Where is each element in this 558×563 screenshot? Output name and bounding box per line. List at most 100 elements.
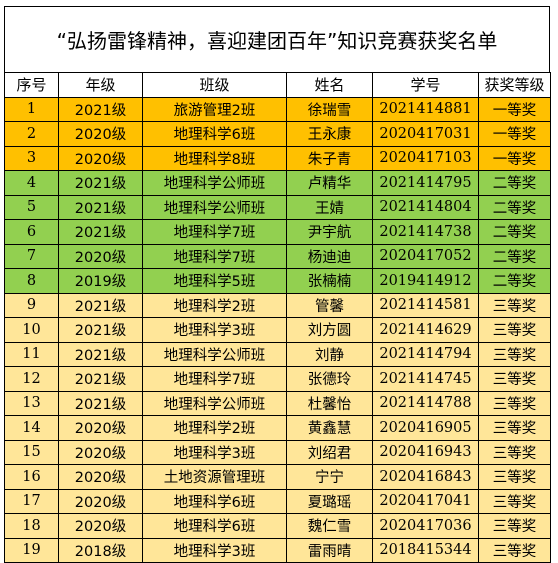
cell-no: 15 (4, 439, 59, 465)
cell-student-id: 2021414794 (372, 341, 479, 367)
cell-no: 7 (4, 243, 59, 269)
cell-name: 杜馨怡 (286, 390, 373, 416)
cell-name: 魏仁雪 (286, 513, 373, 539)
header-row: 序号 年级 班级 姓名 学号 获奖等级 (4, 72, 551, 98)
cell-class: 地理科学7班 (142, 219, 287, 245)
cell-student-id: 2020417031 (372, 121, 479, 147)
cell-award: 三等奖 (478, 439, 551, 465)
cell-no: 19 (4, 537, 59, 563)
cell-class: 土地资源管理班 (142, 464, 287, 490)
cell-student-id: 2021414881 (372, 96, 479, 122)
cell-no: 16 (4, 464, 59, 490)
cell-class: 地理科学6班 (142, 121, 287, 147)
cell-class: 地理科学公师班 (142, 390, 287, 416)
cell-grade: 2020级 (58, 145, 143, 171)
cell-student-id: 2020416905 (372, 415, 479, 441)
cell-student-id: 2019414912 (372, 268, 479, 294)
cell-award: 三等奖 (478, 464, 551, 490)
cell-class: 地理科学公师班 (142, 170, 287, 196)
cell-student-id: 2021414804 (372, 194, 479, 220)
cell-no: 10 (4, 317, 59, 343)
cell-class: 地理科学7班 (142, 243, 287, 269)
cell-name: 夏璐瑶 (286, 488, 373, 514)
cell-grade: 2020级 (58, 513, 143, 539)
cell-no: 5 (4, 194, 59, 220)
table-row: 13 2021级 地理科学公师班 杜馨怡 2021414788 三等奖 (4, 390, 551, 416)
cell-grade: 2020级 (58, 243, 143, 269)
cell-class: 地理科学5班 (142, 268, 287, 294)
col-header-student-id: 学号 (372, 72, 479, 98)
cell-award: 三等奖 (478, 317, 551, 343)
col-header-class: 班级 (142, 72, 287, 98)
table-row: 6 2021级 地理科学7班 尹宇航 2021414738 二等奖 (4, 219, 551, 245)
cell-class: 地理科学6班 (142, 488, 287, 514)
table-row: 16 2020级 土地资源管理班 宁宁 2020416843 三等奖 (4, 464, 551, 490)
cell-award: 三等奖 (478, 390, 551, 416)
cell-student-id: 2021414795 (372, 170, 479, 196)
cell-no: 2 (4, 121, 59, 147)
cell-student-id: 2021414788 (372, 390, 479, 416)
cell-no: 1 (4, 96, 59, 122)
cell-student-id: 2020417103 (372, 145, 479, 171)
table-row: 4 2021级 地理科学公师班 卢精华 2021414795 二等奖 (4, 170, 551, 196)
award-sheet: “弘扬雷锋精神，喜迎建团百年”知识竞赛获奖名单 序号 年级 班级 姓名 学号 获… (4, 6, 551, 563)
cell-student-id: 2021414738 (372, 219, 479, 245)
cell-no: 14 (4, 415, 59, 441)
cell-grade: 2021级 (58, 194, 143, 220)
cell-name: 王永康 (286, 121, 373, 147)
cell-grade: 2020级 (58, 439, 143, 465)
cell-student-id: 2021414581 (372, 292, 479, 318)
table-row: 2 2020级 地理科学6班 王永康 2020417031 一等奖 (4, 121, 551, 147)
cell-class: 地理科学3班 (142, 439, 287, 465)
cell-grade: 2021级 (58, 96, 143, 122)
cell-class: 地理科学2班 (142, 415, 287, 441)
table-row: 3 2020级 地理科学8班 朱子青 2020417103 一等奖 (4, 145, 551, 171)
cell-class: 地理科学公师班 (142, 341, 287, 367)
table-row: 17 2020级 地理科学6班 夏璐瑶 2020417041 三等奖 (4, 488, 551, 514)
col-header-grade: 年级 (58, 72, 143, 98)
award-table: 序号 年级 班级 姓名 学号 获奖等级 1 2021级 旅游管理2班 徐瑞雪 20214… (4, 72, 551, 563)
cell-student-id: 2021414745 (372, 366, 479, 392)
col-header-name: 姓名 (286, 72, 373, 98)
table-row: 1 2021级 旅游管理2班 徐瑞雪 2021414881 一等奖 (4, 96, 551, 122)
cell-award: 三等奖 (478, 366, 551, 392)
cell-grade: 2021级 (58, 341, 143, 367)
col-header-no: 序号 (4, 72, 59, 98)
table-row: 8 2019级 地理科学5班 张楠楠 2019414912 二等奖 (4, 268, 551, 294)
cell-grade: 2018级 (58, 537, 143, 563)
cell-name: 宁宁 (286, 464, 373, 490)
cell-student-id: 2018415344 (372, 537, 479, 563)
cell-class: 地理科学6班 (142, 513, 287, 539)
cell-grade: 2020级 (58, 488, 143, 514)
cell-name: 卢精华 (286, 170, 373, 196)
cell-grade: 2021级 (58, 317, 143, 343)
cell-award: 二等奖 (478, 268, 551, 294)
cell-grade: 2019级 (58, 268, 143, 294)
cell-grade: 2021级 (58, 390, 143, 416)
table-row: 10 2021级 地理科学3班 刘方圆 2021414629 三等奖 (4, 317, 551, 343)
cell-no: 12 (4, 366, 59, 392)
cell-class: 地理科学公师班 (142, 194, 287, 220)
cell-award: 三等奖 (478, 513, 551, 539)
cell-grade: 2020级 (58, 121, 143, 147)
sheet-title: “弘扬雷锋精神，喜迎建团百年”知识竞赛获奖名单 (4, 6, 550, 72)
cell-award: 一等奖 (478, 96, 551, 122)
cell-name: 朱子青 (286, 145, 373, 171)
cell-class: 地理科学3班 (142, 537, 287, 563)
cell-award: 二等奖 (478, 219, 551, 245)
cell-grade: 2021级 (58, 292, 143, 318)
cell-name: 尹宇航 (286, 219, 373, 245)
cell-class: 旅游管理2班 (142, 96, 287, 122)
cell-award: 三等奖 (478, 415, 551, 441)
cell-award: 二等奖 (478, 194, 551, 220)
cell-name: 张楠楠 (286, 268, 373, 294)
cell-grade: 2020级 (58, 464, 143, 490)
cell-award: 二等奖 (478, 170, 551, 196)
cell-class: 地理科学7班 (142, 366, 287, 392)
table-row: 12 2021级 地理科学7班 张德玲 2021414745 三等奖 (4, 366, 551, 392)
cell-no: 4 (4, 170, 59, 196)
cell-award: 三等奖 (478, 488, 551, 514)
table-row: 9 2021级 地理科学2班 管馨 2021414581 三等奖 (4, 292, 551, 318)
cell-name: 雷雨晴 (286, 537, 373, 563)
cell-student-id: 2020416943 (372, 439, 479, 465)
